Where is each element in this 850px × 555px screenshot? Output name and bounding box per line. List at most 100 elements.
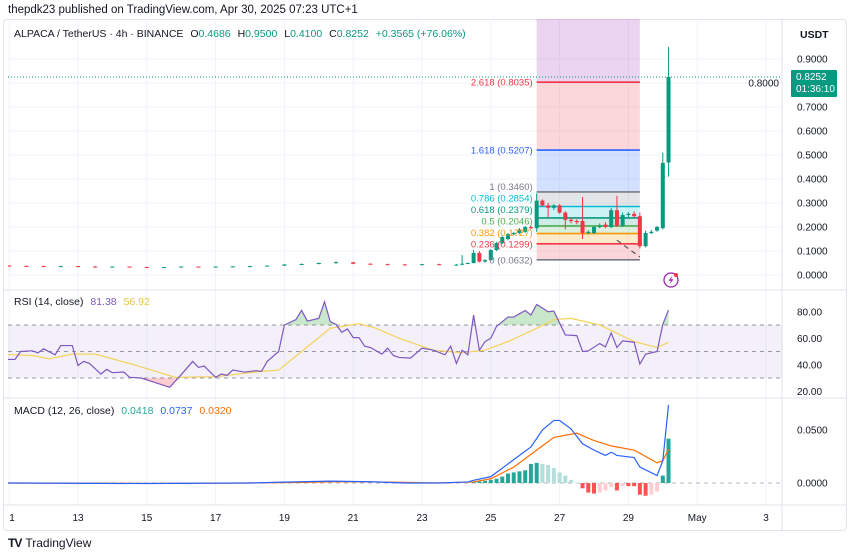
candle-body [637,216,642,247]
time-axis-label: 25 [485,513,497,524]
candle-body [569,219,574,221]
candle-body [8,265,12,267]
macd-histogram-bar [643,483,648,496]
candle [161,266,167,269]
candle-body [649,231,654,233]
fib-band [536,191,640,207]
currency-label[interactable]: USDT [800,29,829,41]
fib-band [536,19,640,83]
macd-histogram-bar [511,472,516,483]
candle-body [144,267,149,269]
symbol-label[interactable]: ALPACA / TetherUS · 4h · BINANCE [14,28,184,40]
last-price-tag: 0.8252 01:36:10 [791,70,837,97]
candle [477,251,482,263]
candle [586,230,591,235]
candle-body [483,260,488,262]
candle-body [41,266,46,268]
macd-histogram-bar [666,438,671,483]
candle [282,264,287,266]
macd-histogram-bar [483,480,488,483]
macd-histogram-bar [592,483,596,494]
price-axis-label: 0.0000 [797,271,828,282]
macd-histogram-bar [528,463,533,483]
candle [666,47,671,177]
time-axis-label: 19 [279,513,291,524]
time-axis-label: May [688,513,707,524]
rsi-axis-label: 60.00 [797,334,822,345]
candle-body [620,215,625,226]
fib-level-label: 2.618 (0.8035) [471,78,533,89]
candle [500,236,505,245]
macd-label[interactable]: MACD (12, 26, close) [14,405,115,417]
candle-body [609,210,614,227]
time-axis-label: 23 [416,513,428,524]
candle [8,265,12,267]
candle [179,266,184,268]
candle [299,263,304,265]
rsi-line [8,299,670,388]
candle [93,266,98,268]
macd-histogram-bar [597,483,602,493]
candle [546,203,551,218]
candle [196,266,201,268]
candle-body [574,221,579,223]
candle-body [591,227,597,233]
candle-body [626,213,631,215]
tradingview-logo[interactable]: TV TradingView [8,536,91,550]
macd-histogram-bar [557,472,562,483]
macd-histogram-bar [517,471,522,483]
candle-body [454,264,459,266]
candle-body [500,237,505,244]
rsi-label[interactable]: RSI (14, close) [14,296,84,308]
candle [419,263,425,266]
macd-value: 0.0737 [160,405,193,417]
macd-histogram-bar [546,464,551,483]
symbol-legend: ALPACA / TetherUS · 4h · BINANCE O0.4686… [14,28,470,40]
candle [563,211,568,230]
low-label: L [284,28,291,40]
candle-body [282,264,287,266]
macd-histogram-bar [500,476,505,483]
candle-body [58,266,63,268]
candle [580,197,585,239]
candle-body [632,213,637,217]
candle-body [666,76,671,163]
candle-body [551,205,556,208]
macd-histogram-bar [637,483,642,495]
candle [213,266,218,268]
lightning-icon[interactable] [663,272,679,288]
candle-body [385,264,390,266]
candle-body [477,252,482,262]
macd-histogram-bar [614,483,619,491]
candle [626,212,631,218]
trend-line [616,239,641,258]
candle-body [247,266,253,268]
candle [454,263,459,266]
candle-body [127,266,132,268]
macd-histogram-bar [569,479,574,483]
macd-histogram-bar [655,483,660,492]
candle [460,255,465,266]
candle [127,266,132,268]
change-value: +0.3565 (+76.06%) [375,28,466,40]
macd-axis-label: 0.0500 [797,426,828,437]
macd-line [8,404,670,485]
candle [603,222,608,229]
candle-body [110,266,115,268]
candle-body [24,265,29,267]
fib-band [536,243,640,260]
fib-level-label: 0.786 (0.2854) [471,193,533,204]
candle [632,211,637,218]
macd-axis-label: 0.0000 [797,479,828,490]
fib-level-label: 0 (0.0632) [489,255,532,266]
low-value: 0.4100 [290,28,323,40]
candle [465,262,470,265]
candle-body [437,264,442,266]
candle-body [93,266,98,268]
candle-body [655,227,660,231]
candle [609,207,614,229]
close-label: C [329,28,337,40]
fib-level-label: 0.236 (0.1299) [471,239,533,250]
candle [494,241,499,251]
